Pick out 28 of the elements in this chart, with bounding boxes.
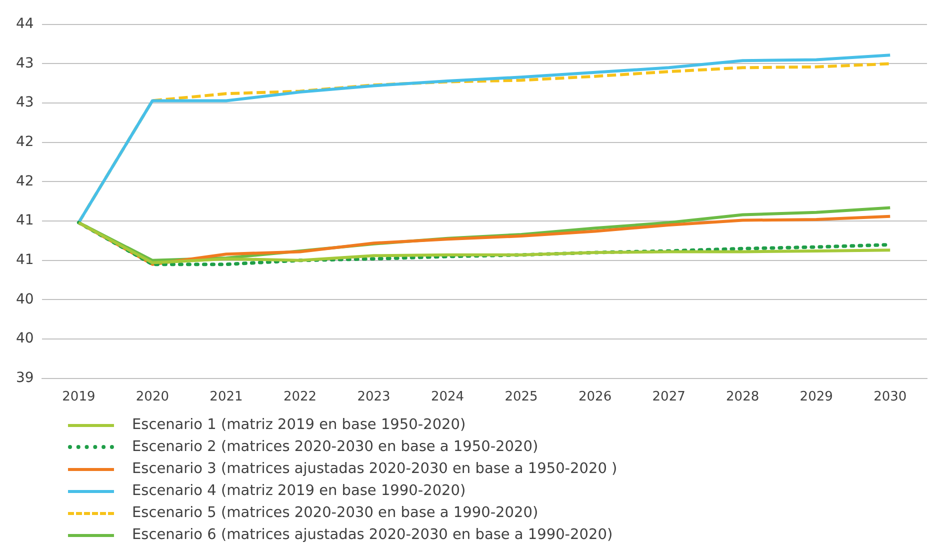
- y-tick-label: 41: [16, 212, 34, 229]
- y-tick-label: 39: [16, 370, 34, 386]
- legend-label: Escenario 4 (matriz 2019 en base 1990-2020): [132, 483, 466, 499]
- x-tick-label: 2029: [800, 390, 833, 405]
- y-tick-label: 41: [16, 252, 34, 268]
- y-tick-label: 42: [16, 173, 34, 190]
- x-tick-label: 2020: [136, 390, 170, 405]
- x-tick-label: 2025: [504, 390, 538, 405]
- legend-label: Escenario 5 (matrices 2020-2030 en base a 1990-2020): [132, 505, 538, 521]
- y-tick-label: 43: [16, 55, 34, 72]
- x-tick-label: 2028: [726, 390, 760, 405]
- x-tick-label: 2030: [874, 390, 907, 405]
- y-tick-label: 43: [16, 94, 34, 111]
- x-tick-label: 2024: [430, 390, 464, 405]
- y-tick-label: 44: [16, 16, 34, 32]
- legend-label: Escenario 6 (matrices ajustadas 2020-2030 en base a 1990-2020): [132, 527, 613, 543]
- y-tick-label: 42: [16, 134, 34, 150]
- x-tick-label: 2023: [357, 390, 390, 405]
- y-tick-label: 40: [16, 330, 34, 347]
- y-tick-label: 40: [16, 291, 34, 308]
- x-tick-label: 2021: [210, 390, 243, 405]
- x-tick-label: 2027: [652, 390, 686, 405]
- legend-label: Escenario 1 (matriz 2019 en base 1950-2020): [132, 417, 466, 433]
- x-tick-label: 2022: [283, 390, 317, 405]
- legend-label: Escenario 2 (matrices 2020-2030 en base a 1950-2020): [132, 439, 538, 455]
- x-tick-label: 2026: [578, 390, 612, 405]
- legend-label: Escenario 3 (matrices ajustadas 2020-2030 en base a 1950-2020 ): [132, 461, 618, 477]
- x-tick-label: 2019: [62, 390, 96, 405]
